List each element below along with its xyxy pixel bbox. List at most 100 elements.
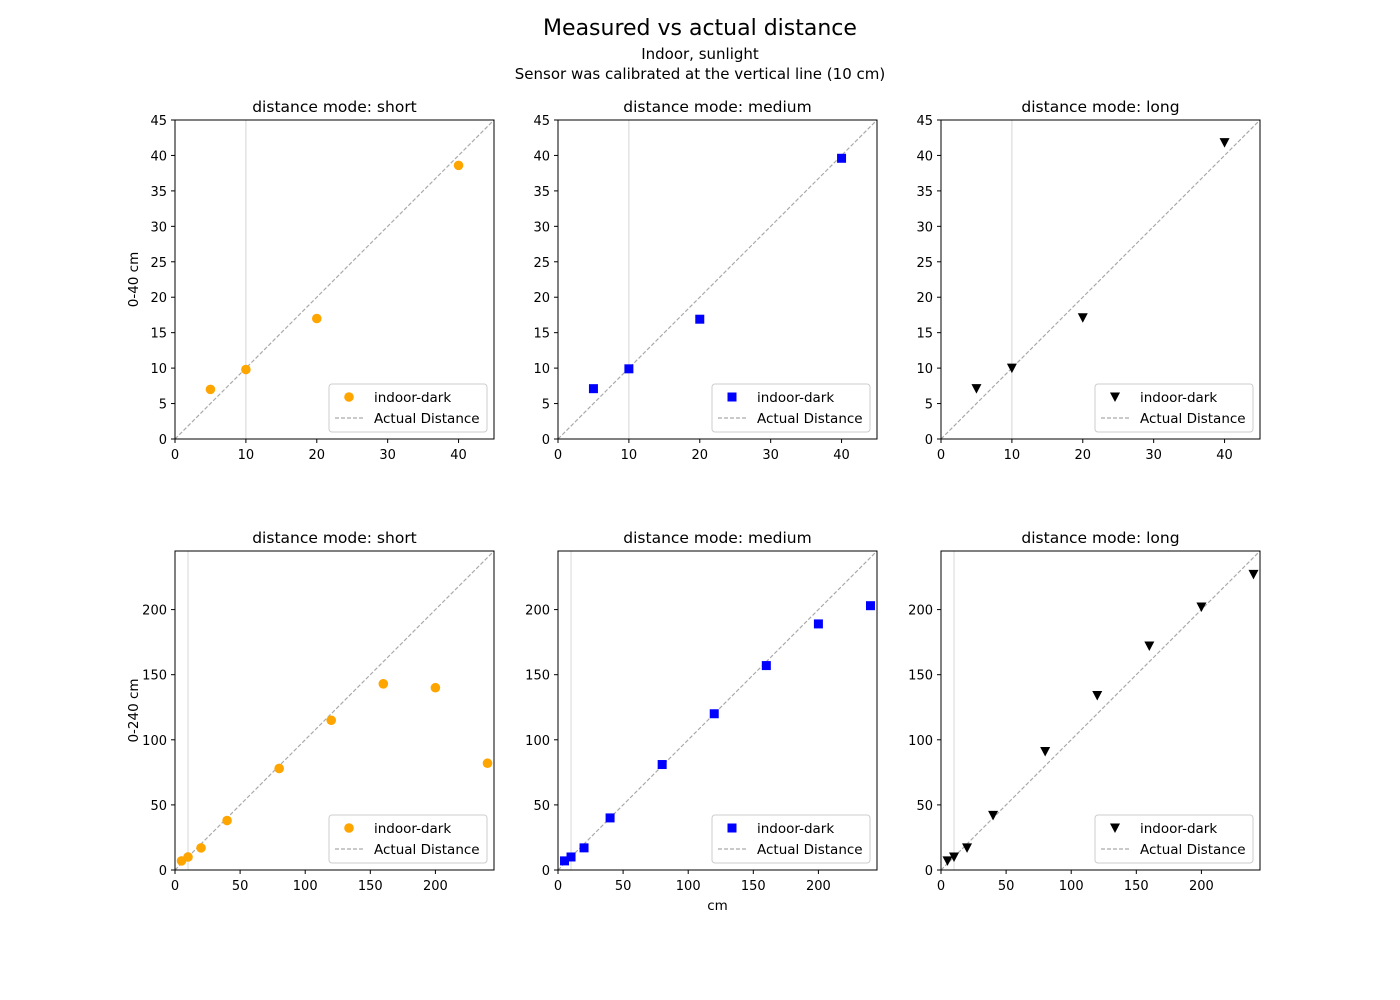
panel-1-y-tick-label: 5 <box>159 398 167 413</box>
panel-5-axes-frame <box>557 550 878 871</box>
panel-3-x-tick-label: 0 <box>937 448 945 463</box>
panel-4-legend-marker <box>344 823 354 833</box>
panel-6-data-point <box>962 843 973 853</box>
panel-3-x-tick-label: 40 <box>1216 448 1233 463</box>
panel-1-axes-frame <box>174 119 495 440</box>
panel-1-reference-line <box>175 120 494 439</box>
panel-4-data-point <box>482 758 493 769</box>
panel-3-y-tick-label: 5 <box>925 398 933 413</box>
panel-3-data-point <box>1077 313 1088 323</box>
panel-2-y-tick-label: 25 <box>533 256 550 271</box>
panel-4-x-tick-label: 0 <box>171 879 179 894</box>
panel-2-y-tick-label: 35 <box>533 185 550 200</box>
panel-3-y-tick-label: 0 <box>925 433 933 448</box>
panel-6-x-tick-label: 200 <box>1189 879 1214 894</box>
panel-3-legend-marker <box>1110 392 1120 402</box>
panel-6-axes-frame <box>940 550 1261 871</box>
panel-4-title: distance mode: short <box>252 529 417 547</box>
panel-3-y-tick-label: 25 <box>916 256 933 271</box>
panel-6-y-tick-label: 0 <box>925 864 933 879</box>
panel-6-y-tick-label: 50 <box>916 799 933 814</box>
panel-1-y-tick-label: 20 <box>150 291 167 306</box>
panel-3-legend-series-label: indoor-dark <box>1140 390 1217 406</box>
panel-4-x-tick-label: 150 <box>358 879 383 894</box>
panel-1-legend-box <box>328 383 488 433</box>
panel-1-y-tick-label: 40 <box>150 149 167 164</box>
panel-2-x-tick-label: 20 <box>692 448 709 463</box>
panel-2-x-tick-label: 10 <box>621 448 638 463</box>
panel-5-data-point <box>865 601 875 611</box>
panel-3-reference-line <box>941 120 1260 439</box>
panel-2-axes-frame <box>557 119 878 440</box>
panel-4-data-point <box>222 815 232 826</box>
panel-5-x-tick-label: 150 <box>741 879 766 894</box>
panel-2-data-point <box>695 314 705 324</box>
panel-1-y-tick-label: 35 <box>150 185 167 200</box>
panel-1-x-tick-label: 30 <box>379 448 396 463</box>
panel-2-y-tick-label: 5 <box>542 398 550 413</box>
panel-2-x-tick-label: 40 <box>833 448 850 463</box>
panel-2-x-tick-label: 0 <box>554 448 562 463</box>
panel-2-data-point <box>837 153 847 163</box>
panel-4-y-tick-label: 50 <box>150 799 167 814</box>
panel-4-legend-series-label: indoor-dark <box>374 821 451 837</box>
panel-4-y-tick-label: 150 <box>142 669 167 684</box>
panel-5-data-point <box>761 661 771 671</box>
figure-title: Measured vs actual distance <box>543 16 857 41</box>
panel-6-x-tick-label: 50 <box>998 879 1015 894</box>
panel-5-x-tick-label: 100 <box>676 879 701 894</box>
panel-1-x-tick-label: 0 <box>171 448 179 463</box>
panel-4-data-point <box>430 682 441 693</box>
panel-2-x-tick-label: 30 <box>762 448 779 463</box>
panel-5-legend-box <box>711 814 871 864</box>
panel-2-data-point <box>588 384 598 394</box>
figure-subtitle-line-2: Sensor was calibrated at the vertical li… <box>514 65 886 83</box>
panel-5-data-point <box>709 709 719 719</box>
panel-1-data-point <box>453 160 464 171</box>
panel-6-y-tick-label: 100 <box>908 734 933 749</box>
panel-4-axes-frame <box>174 550 495 871</box>
panel-6-y-tick-label: 200 <box>908 604 933 619</box>
panel-4-legend-box <box>328 814 488 864</box>
panel-3-y-tick-label: 45 <box>916 114 933 129</box>
panel-5-y-tick-label: 0 <box>542 864 550 879</box>
panel-5-y-tick-label: 200 <box>525 604 550 619</box>
panel-2-legend-box <box>711 383 871 433</box>
panel-5-legend-series-label: indoor-dark <box>757 821 834 837</box>
panel-4-data-point <box>378 679 389 689</box>
panel-6-legend-box <box>1094 814 1254 864</box>
panel-5-x-axis-label: cm <box>707 898 728 914</box>
panel-6-x-tick-label: 100 <box>1059 879 1084 894</box>
panel-4-y-tick-label: 200 <box>142 604 167 619</box>
panel-6-data-point <box>1144 641 1155 652</box>
panel-4-data-point <box>274 763 284 774</box>
panel-5-y-tick-label: 50 <box>533 799 550 814</box>
panel-5-x-tick-label: 200 <box>806 879 831 894</box>
panel-4-legend-reference-label: Actual Distance <box>374 842 480 858</box>
panel-1-title: distance mode: short <box>252 98 417 116</box>
panel-6-data-point <box>1196 602 1207 612</box>
panel-2-y-tick-label: 0 <box>542 433 550 448</box>
panel-1-y-tick-label: 30 <box>150 220 167 235</box>
panel-3-legend-reference-label: Actual Distance <box>1140 411 1246 427</box>
panel-1-legend-series-label: indoor-dark <box>374 390 451 406</box>
panel-1-y-tick-label: 0 <box>159 433 167 448</box>
panel-2-title: distance mode: medium <box>623 98 811 116</box>
panel-4-data-point <box>183 852 193 862</box>
panel-3-y-tick-label: 35 <box>916 185 933 200</box>
panel-5-x-tick-label: 50 <box>615 879 632 894</box>
panel-1-x-tick-label: 10 <box>238 448 255 463</box>
panel-5-title: distance mode: medium <box>623 529 811 547</box>
panel-6-data-point <box>1092 691 1103 701</box>
panel-2-y-tick-label: 40 <box>533 149 550 164</box>
panel-2-reference-line <box>558 120 877 439</box>
panel-3-y-tick-label: 10 <box>916 362 933 377</box>
panel-6-title: distance mode: long <box>1021 529 1179 547</box>
panel-1-data-point <box>241 364 251 375</box>
panel-3-legend-box <box>1094 383 1254 433</box>
panel-1-x-tick-label: 40 <box>450 448 467 463</box>
panel-4-y-tick-label: 100 <box>142 734 167 749</box>
panel-2-y-tick-label: 10 <box>533 362 550 377</box>
panel-1-y-tick-label: 25 <box>150 256 167 271</box>
